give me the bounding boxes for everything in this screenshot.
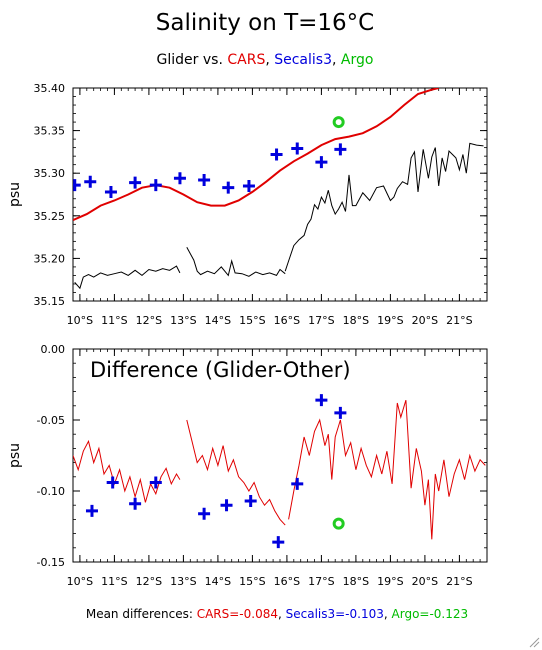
x-tick-label: 18°S	[343, 575, 369, 588]
glider-line	[186, 247, 286, 277]
footer-run: Mean differences:	[86, 607, 197, 621]
series-layer	[73, 88, 484, 290]
subtitle-run: ,	[332, 52, 341, 68]
secalis3-marker	[198, 174, 211, 187]
secalis3-marker	[315, 394, 328, 407]
glider-line	[74, 265, 181, 290]
x-tick-label: 14°S	[205, 575, 231, 588]
cars-line	[186, 419, 286, 526]
subtitle-run: Glider vs.	[157, 52, 228, 68]
y-axis-label: psu	[7, 182, 23, 207]
secalis3-marker	[291, 142, 304, 155]
secalis3-marker	[222, 181, 235, 194]
secalis3-marker	[315, 156, 328, 169]
secalis3-marker	[149, 476, 162, 489]
x-tick-label: 20°S	[412, 575, 438, 588]
y-tick-label: -0.15	[37, 556, 65, 569]
secalis3-marker	[149, 179, 162, 192]
y-tick-label: -0.10	[37, 485, 65, 498]
series-layer	[73, 394, 486, 549]
secalis3-marker	[291, 477, 304, 490]
y-tick-label: 35.35	[34, 125, 66, 138]
secalis3-marker	[244, 494, 257, 507]
x-tick-label: 17°S	[308, 314, 334, 327]
mean-differences-footer: Mean differences: CARS=-0.084, Secalis3=…	[86, 607, 468, 621]
x-tick-label: 18°S	[343, 314, 369, 327]
x-tick-label: 21°S	[446, 575, 472, 588]
x-tick-label: 12°S	[136, 314, 162, 327]
x-tick-label: 16°S	[274, 575, 300, 588]
resize-grip-icon[interactable]	[528, 636, 540, 648]
footer-run: Secalis3=-0.103	[286, 607, 384, 621]
secalis3-marker	[129, 176, 142, 189]
x-tick-label: 11°S	[101, 575, 127, 588]
secalis3-marker	[270, 148, 283, 161]
secalis3-marker	[198, 507, 211, 520]
secalis3-marker	[272, 536, 285, 549]
footer-run: ,	[384, 607, 392, 621]
bottom-panel-difference: 10°S 11°S 12°S 13°S 14°S 15°S 16°S 17°S 18°S 19°S…	[7, 343, 488, 588]
secalis3-marker	[84, 175, 97, 188]
cars-line	[73, 439, 181, 503]
x-tick-label: 16°S	[274, 314, 300, 327]
footer-run: CARS=-0.084	[197, 607, 278, 621]
subtitle-run: Secalis3	[274, 52, 332, 68]
y-tick-label: -0.05	[37, 414, 65, 427]
secalis3-marker	[334, 406, 347, 419]
y-tick-label: 35.30	[34, 167, 66, 180]
subtitle-run: Argo	[341, 52, 374, 68]
top-panel-salinity: 10°S 11°S 12°S 13°S 14°S 15°S 16°S 17°S 18°S 19°S…	[7, 82, 488, 327]
secalis3-marker	[104, 185, 117, 198]
y-tick-label: 35.40	[34, 82, 66, 95]
footer-run: ,	[278, 607, 286, 621]
footer-run: Argo=-0.123	[392, 607, 469, 621]
y-tick-label: 35.25	[34, 210, 66, 223]
panel-title: Difference (Glider-Other)	[90, 358, 351, 382]
x-tick-label: 15°S	[239, 575, 265, 588]
subtitle-run: CARS	[227, 52, 265, 68]
cars-line	[288, 399, 486, 540]
x-tick-label: 12°S	[136, 575, 162, 588]
argo-marker	[332, 517, 345, 530]
x-tick-label: 13°S	[170, 314, 196, 327]
x-tick-label: 17°S	[308, 575, 334, 588]
secalis3-marker	[106, 476, 119, 489]
x-tick-label: 15°S	[239, 314, 265, 327]
secalis3-marker	[73, 179, 81, 192]
y-tick-label: 0.00	[41, 343, 66, 356]
secalis3-marker	[129, 497, 142, 510]
x-tick-label: 19°S	[377, 314, 403, 327]
secalis3-marker	[242, 179, 255, 192]
secalis3-marker	[220, 499, 233, 512]
secalis3-marker	[334, 143, 347, 156]
y-tick-label: 35.20	[34, 252, 66, 265]
x-tick-label: 20°S	[412, 314, 438, 327]
figure-subtitle: Glider vs. CARS, Secalis3, Argo	[157, 52, 374, 68]
secalis3-marker	[85, 504, 98, 517]
subtitle-run: ,	[265, 52, 274, 68]
secalis3-marker	[173, 172, 186, 185]
x-tick-label: 10°S	[67, 314, 93, 327]
y-axis-label: psu	[7, 443, 23, 468]
x-tick-label: 21°S	[446, 314, 472, 327]
x-tick-label: 19°S	[377, 575, 403, 588]
x-tick-label: 14°S	[205, 314, 231, 327]
x-tick-label: 13°S	[170, 575, 196, 588]
x-tick-label: 10°S	[67, 575, 93, 588]
y-tick-label: 35.15	[34, 295, 66, 308]
glider-line	[284, 142, 484, 272]
cars-line	[73, 88, 439, 222]
argo-marker	[332, 116, 345, 129]
x-tick-label: 11°S	[101, 314, 127, 327]
figure-title: Salinity on T=16°C	[156, 10, 375, 36]
